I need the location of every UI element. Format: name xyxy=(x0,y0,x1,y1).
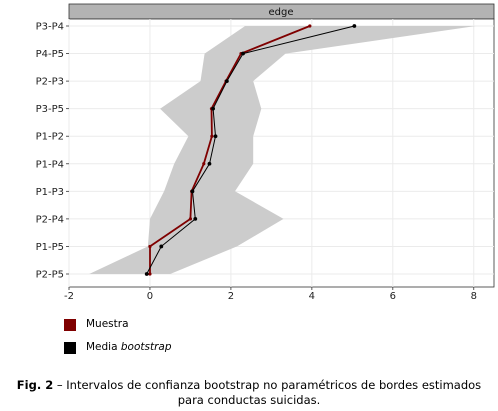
series-point xyxy=(224,79,229,84)
series-line xyxy=(146,25,355,275)
legend-label-muestra: Muestra xyxy=(86,318,129,330)
series-lines xyxy=(144,24,357,276)
confidence-band xyxy=(89,26,476,274)
series-point xyxy=(207,161,212,166)
caption-label: Fig. 2 xyxy=(16,378,54,392)
legend-label-italic: bootstrap xyxy=(120,341,172,353)
legend-swatch-muestra xyxy=(64,319,76,331)
x-tick-label: 8 xyxy=(471,291,477,302)
y-axis-ticks: P3-P4 P4-P5 P2-P3 P3-P5 P1-P2 P1-P4 P1-P3 P2-P4… xyxy=(36,22,69,281)
x-axis-ticks: -2 0 2 4 6 8 xyxy=(64,287,477,302)
y-tick-label: P3-P4 xyxy=(36,22,64,33)
series-point xyxy=(213,134,218,139)
x-tick-label: 6 xyxy=(390,291,396,302)
y-tick-label: P1-P4 xyxy=(36,159,64,170)
series-point xyxy=(193,216,198,221)
series-point xyxy=(148,272,152,276)
y-tick-label: P4-P5 xyxy=(36,49,64,60)
legend-label-prefix: Media xyxy=(86,341,121,353)
y-tick-label: P1-P2 xyxy=(36,132,64,143)
series-point xyxy=(210,134,214,138)
series-point xyxy=(202,162,206,166)
series-point xyxy=(190,189,195,194)
chart: edge P3-P4 P4-P5 P2-P3 P3-P5 P1-P2 P1-P4 P1-P3… xyxy=(36,3,495,302)
legend-label-media-bootstrap: Media bootstrap xyxy=(86,341,172,353)
series-point xyxy=(308,24,312,28)
facet-label: edge xyxy=(269,7,294,18)
legend-swatch-media-bootstrap xyxy=(64,342,76,354)
figure-caption: Fig. 2 – Intervalos de confianza bootstr… xyxy=(0,378,498,408)
x-tick-label: 4 xyxy=(309,291,315,302)
series-point xyxy=(211,106,215,111)
series-point xyxy=(148,244,152,249)
y-tick-label: P2-P5 xyxy=(36,270,64,281)
caption-text-line1: – Intervalos de confianza bootstrap no p… xyxy=(53,378,482,392)
series-point xyxy=(188,217,193,221)
y-tick-label: P1-P5 xyxy=(36,242,64,253)
plot-panel xyxy=(68,18,495,288)
series-point xyxy=(352,24,357,28)
x-tick-label: -2 xyxy=(64,291,74,302)
series-point xyxy=(159,244,164,249)
caption-text-line2: para conductas suicidas. xyxy=(177,393,321,407)
y-tick-label: P1-P3 xyxy=(36,187,64,198)
y-tick-label: P2-P4 xyxy=(36,214,64,225)
series-point xyxy=(144,272,149,276)
x-tick-label: 0 xyxy=(147,291,153,302)
y-tick-label: P3-P5 xyxy=(36,104,64,115)
series-point xyxy=(241,51,245,56)
series-line xyxy=(149,25,311,274)
y-tick-label: P2-P3 xyxy=(36,77,64,88)
x-tick-label: 2 xyxy=(228,291,234,302)
